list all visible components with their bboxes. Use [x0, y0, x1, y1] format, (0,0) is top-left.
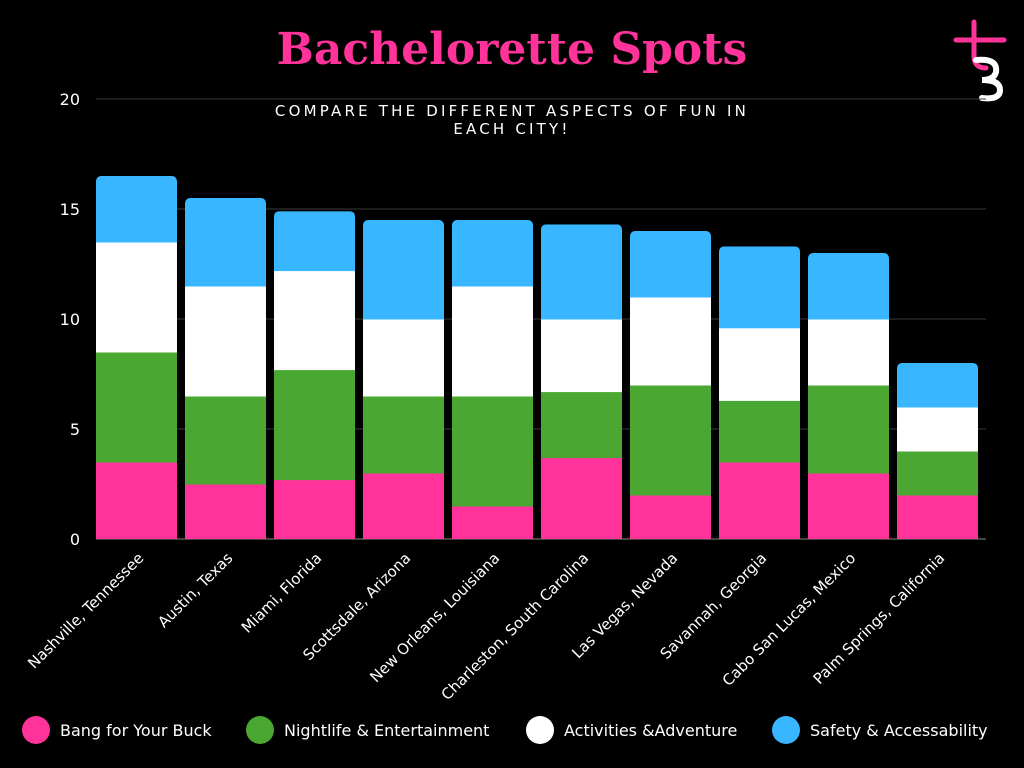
bar-segment [185, 484, 266, 539]
bar-segment [363, 473, 444, 539]
bar-segment [541, 391, 622, 459]
bar-stack [363, 220, 444, 539]
bar-segment [96, 242, 177, 353]
legend-item-nightlife-entertainment: Nightlife & Entertainment [246, 708, 489, 752]
tb-monogram-logo-icon [953, 19, 1007, 102]
bar-segment [630, 495, 711, 539]
legend-swatch [526, 716, 554, 744]
bar-segment [541, 319, 622, 393]
bar-segment [363, 319, 444, 397]
legend-swatch [246, 716, 274, 744]
y-axis-ticks: 0 5 10 15 20 [60, 90, 80, 549]
y-tick-label: 20 [60, 90, 80, 109]
bar-segment [363, 396, 444, 474]
bar-segment [630, 385, 711, 496]
bar-segment [185, 198, 266, 287]
bar-segment [274, 211, 355, 272]
bar-segment [452, 286, 533, 397]
bar-segment [363, 220, 444, 320]
bar-stack [808, 253, 889, 539]
bar-stack [274, 211, 355, 539]
x-tick-label: Nashville, Tennessee [24, 549, 147, 672]
x-axis-labels: Nashville, Tennessee Austin, Texas Miami, … [24, 549, 948, 704]
legend-item-bang-for-your-buck: Bang for Your Buck [22, 708, 212, 752]
chart-title: Bachelorette Spots [276, 24, 748, 75]
bar-stack [630, 231, 711, 539]
bar-segment [808, 319, 889, 386]
x-tick-label: Miami, Florida [238, 549, 325, 636]
bar-segment [274, 369, 355, 481]
bar-segment [630, 231, 711, 298]
bar-segment [541, 457, 622, 539]
y-tick-label: 0 [70, 530, 80, 549]
bar-segment [274, 479, 355, 539]
legend-item-safety-accessability: Safety & Accessability [772, 708, 988, 752]
bars [96, 176, 978, 539]
y-tick-label: 10 [60, 310, 80, 329]
bar-segment [719, 246, 800, 329]
bar-stack [541, 224, 622, 539]
legend: Bang for Your Buck Nightlife & Entertain… [0, 708, 1024, 752]
bar-segment [897, 451, 978, 496]
chart-subtitle: COMPARE THE DIFFERENT ASPECTS OF FUN IN … [274, 102, 750, 138]
x-tick-label: Austin, Texas [154, 549, 236, 631]
y-tick-label: 5 [70, 420, 80, 439]
bar-segment [897, 363, 978, 408]
bar-segment [808, 473, 889, 539]
bar-stack [185, 198, 266, 539]
bar-segment [452, 506, 533, 539]
bar-segment [897, 495, 978, 539]
bar-segment [185, 396, 266, 485]
x-tick-label: Charleston, South Carolina [438, 549, 593, 704]
bar-segment [96, 462, 177, 539]
bar-segment [96, 352, 177, 463]
bar-segment [452, 396, 533, 507]
legend-swatch [22, 716, 50, 744]
bar-stack [719, 246, 800, 539]
y-tick-label: 15 [60, 200, 80, 219]
bar-segment [274, 270, 355, 371]
legend-item-activities-adventure: Activities &Adventure [526, 708, 737, 752]
legend-label: Safety & Accessability [810, 720, 988, 740]
bar-segment [808, 385, 889, 474]
bar-segment [541, 224, 622, 320]
bar-segment [808, 253, 889, 320]
bar-segment [897, 407, 978, 452]
legend-label: Nightlife & Entertainment [284, 720, 490, 740]
bar-segment [96, 176, 177, 243]
bar-segment [719, 400, 800, 463]
legend-swatch [772, 716, 800, 744]
bar-segment [630, 297, 711, 386]
bar-segment [452, 220, 533, 287]
bar-segment [185, 286, 266, 397]
legend-label: Bang for Your Buck [60, 720, 212, 740]
legend-label: Activities &Adventure [564, 720, 738, 740]
bar-stack [96, 176, 177, 539]
bar-segment [719, 327, 800, 401]
bar-stack [452, 220, 533, 539]
bar-segment [719, 462, 800, 539]
bar-stack [897, 363, 978, 539]
